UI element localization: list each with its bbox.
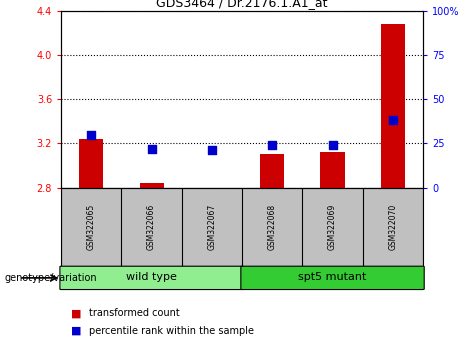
Text: percentile rank within the sample: percentile rank within the sample [89, 326, 254, 336]
Text: wild type: wild type [126, 272, 177, 282]
Point [389, 118, 397, 123]
Bar [381, 24, 405, 188]
Text: transformed count: transformed count [89, 308, 180, 318]
Text: spt5 mutant: spt5 mutant [298, 272, 367, 282]
Text: GSM322065: GSM322065 [87, 204, 96, 250]
FancyBboxPatch shape [241, 266, 424, 290]
Point [208, 148, 216, 153]
Title: GDS3464 / Dr.2176.1.A1_at: GDS3464 / Dr.2176.1.A1_at [157, 0, 328, 10]
Text: GSM322070: GSM322070 [388, 204, 397, 250]
Bar [260, 154, 284, 188]
Point [87, 132, 95, 137]
Text: GSM322069: GSM322069 [328, 204, 337, 250]
Text: GSM322068: GSM322068 [268, 204, 277, 250]
Text: GSM322067: GSM322067 [207, 204, 216, 250]
Text: GSM322066: GSM322066 [147, 204, 156, 250]
FancyBboxPatch shape [60, 266, 243, 290]
Bar [321, 152, 345, 188]
Point [268, 142, 276, 148]
Text: ■: ■ [70, 308, 81, 318]
Point [148, 146, 155, 152]
Bar [140, 183, 164, 188]
Point [329, 142, 337, 148]
Text: ■: ■ [70, 326, 81, 336]
Text: genotype/variation: genotype/variation [5, 273, 97, 283]
Bar [79, 139, 103, 188]
